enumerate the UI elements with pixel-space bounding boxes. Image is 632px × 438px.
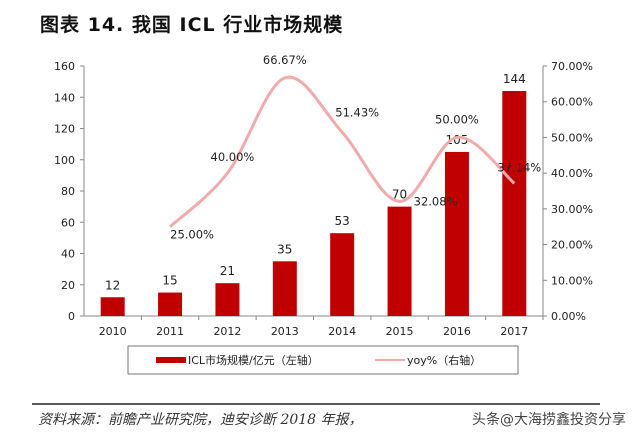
x-tick-label: 2017 — [500, 325, 528, 338]
bar-label: 15 — [162, 274, 177, 288]
bar-label: 21 — [220, 264, 235, 278]
right-tick-label: 20.00% — [551, 239, 593, 252]
left-tick-label: 60 — [61, 216, 75, 229]
bar-label: 35 — [277, 242, 292, 256]
yoy-label: 66.67% — [263, 53, 307, 67]
bar — [158, 292, 183, 316]
source-note: 资料来源：前瞻产业研究院，迪安诊断 2018 年报， — [38, 412, 363, 428]
legend-line-label: yoy%（右轴） — [407, 353, 481, 367]
yoy-label: 51.43% — [335, 105, 379, 119]
bar — [215, 283, 240, 316]
x-tick-label: 2013 — [271, 325, 299, 338]
left-tick-label: 20 — [61, 279, 75, 292]
yoy-label: 40.00% — [211, 150, 255, 164]
bar-label: 144 — [503, 72, 526, 86]
right-tick-label: 50.00% — [551, 131, 593, 144]
right-tick-label: 30.00% — [551, 203, 593, 216]
bar-label: 70 — [392, 188, 407, 202]
bar — [100, 297, 125, 316]
bar-label: 12 — [105, 278, 120, 292]
x-tick-label: 2016 — [443, 325, 471, 338]
chart-title: 图表 14. 我国 ICL 行业市场规模 — [40, 14, 344, 36]
right-tick-label: 70.00% — [551, 60, 593, 73]
legend-bar-label: ICL市场规模/亿元（左轴） — [188, 353, 319, 367]
x-tick-label: 2010 — [99, 325, 127, 338]
x-tick-label: 2014 — [328, 325, 356, 338]
yoy-label: 25.00% — [170, 228, 214, 242]
x-tick-label: 2015 — [386, 325, 414, 338]
left-tick-label: 40 — [61, 248, 75, 261]
bar-label: 53 — [335, 214, 350, 228]
legend — [127, 345, 519, 375]
right-tick-label: 10.00% — [551, 274, 593, 287]
yoy-label: 32.08% — [414, 194, 458, 208]
x-tick-label: 2011 — [156, 325, 184, 338]
bar — [387, 206, 412, 316]
left-tick-label: 80 — [61, 185, 75, 198]
yoy-label: 37.14% — [497, 160, 541, 174]
yoy-label: 50.00% — [435, 112, 479, 126]
right-tick-label: 60.00% — [551, 96, 593, 109]
right-tick-label: 0.00% — [551, 310, 586, 323]
left-tick-label: 120 — [54, 123, 75, 136]
bar — [444, 151, 469, 316]
left-tick-label: 100 — [54, 154, 75, 167]
watermark: 头条@大海捞鑫投资分享 — [472, 412, 626, 428]
yoy-line — [169, 75, 516, 228]
legend-bar-swatch — [156, 357, 186, 363]
x-tick-label: 2012 — [213, 325, 241, 338]
left-tick-label: 140 — [54, 91, 75, 104]
bar — [330, 233, 355, 316]
left-tick-label: 160 — [54, 60, 75, 73]
bar — [502, 91, 527, 316]
bar — [272, 261, 297, 316]
left-tick-label: 0 — [68, 310, 75, 323]
right-tick-label: 40.00% — [551, 167, 593, 180]
